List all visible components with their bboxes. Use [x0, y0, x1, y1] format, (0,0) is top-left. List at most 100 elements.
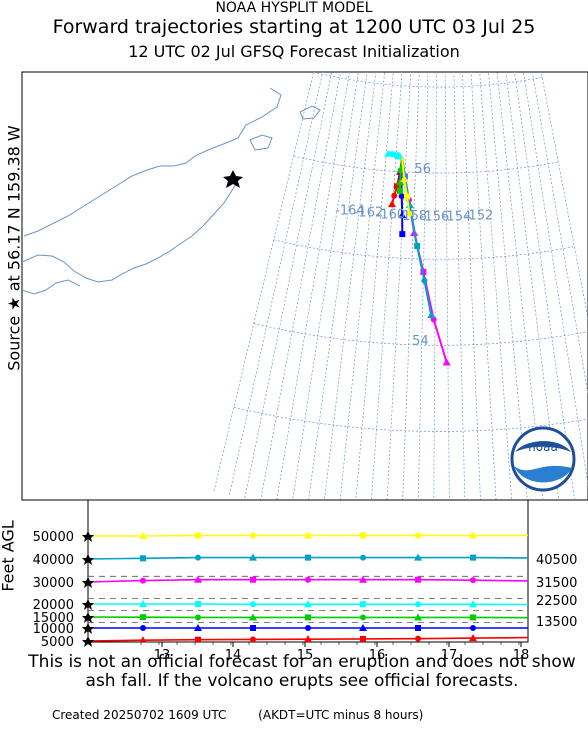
start-star-icon	[82, 612, 94, 623]
trajectory-point	[304, 600, 312, 608]
trajectory-point	[249, 613, 257, 621]
trajectory-point	[421, 277, 428, 284]
start-star-icon	[82, 554, 94, 565]
meridian-163	[324, 72, 377, 500]
trajectory-point	[396, 178, 405, 186]
trajectory-point	[398, 211, 407, 219]
altitude-frame	[87, 499, 529, 643]
trajectory-point	[360, 601, 366, 608]
trajectory-point	[139, 600, 147, 607]
meridian-149	[496, 72, 544, 500]
parallel-57	[313, 72, 543, 88]
y-tick-label: 20000	[33, 598, 74, 613]
trajectory-point	[139, 532, 147, 539]
trajectory-point	[250, 636, 256, 642]
trajectory-point	[470, 625, 476, 631]
trajectory-point	[400, 175, 409, 183]
parallel-53	[233, 406, 588, 432]
altitude-line	[88, 553, 528, 562]
trajectory-point	[359, 575, 367, 583]
trajectory-point	[415, 625, 421, 631]
trajectory-point	[250, 625, 256, 631]
meridian-148	[505, 72, 560, 500]
trajectory-point	[360, 635, 366, 642]
parallel-58	[333, 0, 526, 1]
trajectory-point	[469, 634, 477, 642]
trajectory-point	[470, 614, 476, 621]
altitude-panel: 13 14 15 16 17 18 50000 40000 30000 200001500010…	[33, 499, 577, 663]
grid-label: -152	[464, 208, 494, 223]
logo-text: noaa	[528, 440, 558, 454]
start-star-icon	[82, 577, 94, 588]
trajectory-map: 56 54 -164-162-160-158-156-154-152 noaa	[21, 0, 588, 501]
trajectory-point	[414, 553, 422, 561]
trajectory-point	[140, 625, 146, 631]
trajectory-point	[415, 532, 421, 539]
grid-label: -162	[354, 206, 384, 221]
trajectory-point	[305, 625, 311, 631]
trajectory-point	[384, 149, 393, 157]
trajectory-point	[391, 192, 398, 199]
right-level-label: 22500	[536, 594, 577, 609]
y-tick-label: 50000	[33, 530, 74, 545]
footer: Created 20250702 1609 UTC (AKDT=UTC minu…	[52, 708, 451, 722]
start-star-icon	[82, 636, 94, 647]
meridian-153	[462, 72, 481, 500]
meridian-161	[355, 72, 394, 500]
meridian-145	[531, 72, 588, 396]
y-tick-label: 30000	[33, 576, 74, 591]
altitude-line	[88, 613, 528, 621]
trajectory-point	[195, 532, 201, 539]
meridian-147	[514, 72, 576, 500]
trajectory-point	[414, 242, 421, 249]
map-trajectories	[384, 149, 451, 366]
trajectory-point	[396, 187, 403, 194]
disclaimer: This is not an official forecast for an …	[28, 652, 576, 691]
trajectory-point	[359, 624, 367, 631]
trajectory-point	[250, 532, 256, 539]
altitude-reference-lines	[88, 575, 528, 623]
grid-label: 56	[414, 162, 431, 177]
y-tick-label: 15000	[33, 611, 74, 626]
trajectory-point	[249, 553, 257, 561]
meridian-160	[371, 72, 403, 500]
altitude-start-stars	[82, 531, 94, 647]
grid-label: -160	[376, 208, 406, 223]
meridian-146	[523, 72, 588, 487]
start-star-icon	[82, 531, 94, 542]
trajectory-point	[305, 554, 311, 561]
parallel-55	[273, 239, 575, 260]
grid-labels: 56 54 -164-162-160-158-156-154-152	[335, 162, 493, 349]
trajectory-point	[470, 577, 476, 584]
trajectory-path	[401, 157, 411, 214]
trajectory-point	[305, 576, 311, 583]
trajectory-point	[399, 231, 406, 238]
altitude-line	[88, 531, 528, 539]
trajectory-point	[194, 575, 202, 583]
created-timestamp: Created 20250702 1609 UTC	[52, 708, 227, 722]
trajectory-point	[250, 576, 256, 583]
grid-label: -156	[420, 210, 450, 225]
trajectory-point	[398, 173, 405, 180]
grid-label: 54	[412, 334, 429, 349]
trajectory-point	[427, 311, 436, 319]
x-tick-label: 15	[297, 648, 314, 663]
x-tick-label: 18	[513, 648, 530, 663]
map-frame	[21, 71, 588, 501]
trajectory-point	[388, 200, 397, 208]
meridian-167	[260, 72, 341, 500]
meridian-150	[488, 72, 528, 500]
chart-title: Forward trajectories starting at 1200 UT…	[52, 16, 536, 38]
trajectory-point	[415, 635, 421, 642]
start-star-icon	[82, 623, 94, 634]
trajectory-point	[194, 624, 202, 631]
meridian-164	[308, 72, 368, 500]
grid-label: -164	[335, 204, 365, 219]
trajectory-point	[415, 601, 421, 608]
meridian-151	[479, 72, 513, 500]
trajectory-point	[195, 554, 201, 561]
trajectory-point	[360, 554, 366, 561]
trajectory-line	[400, 157, 413, 217]
trajectory-point	[195, 636, 201, 642]
